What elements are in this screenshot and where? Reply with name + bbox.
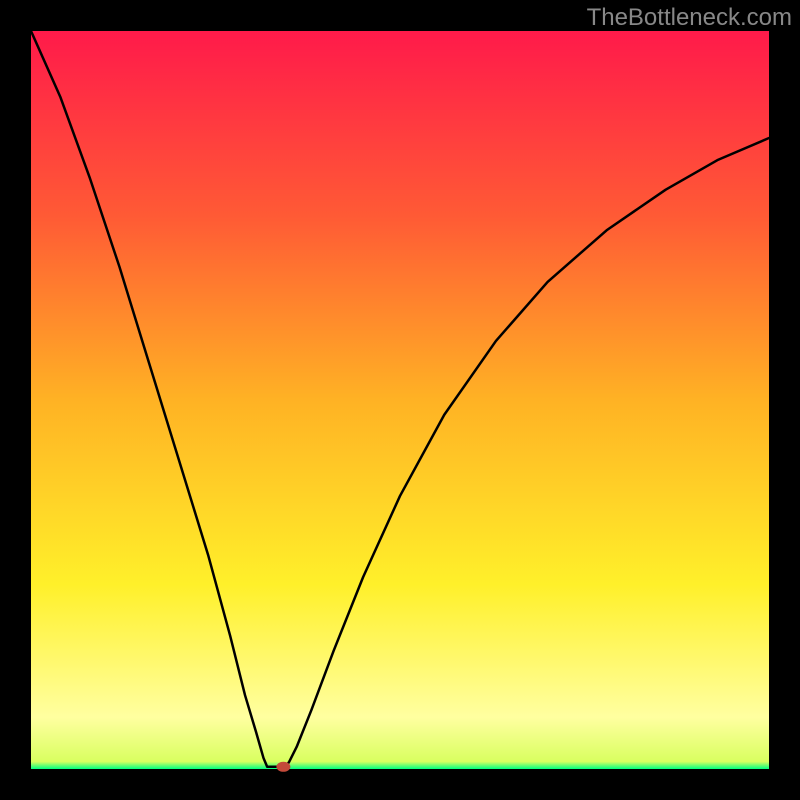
plot-area — [31, 31, 769, 769]
chart-container: TheBottleneck.com — [0, 0, 800, 800]
watermark-text: TheBottleneck.com — [587, 4, 792, 32]
